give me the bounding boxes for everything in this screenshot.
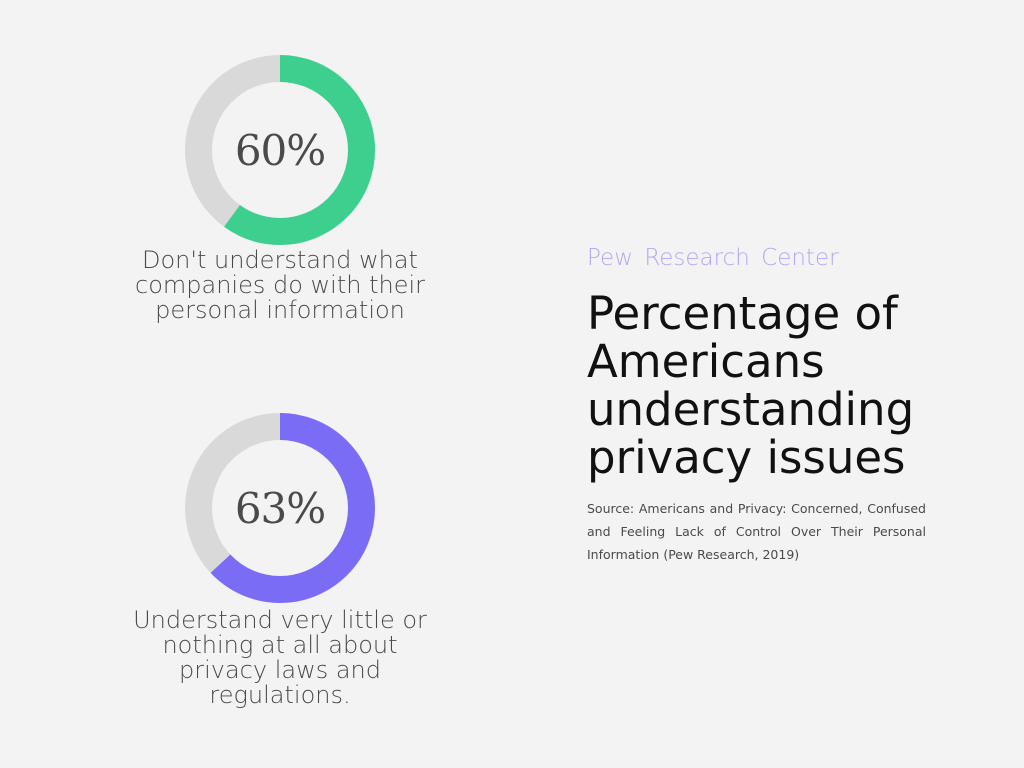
page-title: Percentage of Americans understanding pr… [587,287,915,484]
donut-caption: Understand very little or nothing at all… [133,606,427,709]
donut-chart-svg [185,413,375,603]
brand-line: Pew Research Center [587,245,839,271]
donut-chart-svg [185,55,375,245]
donut-caption: Don't understand what companies do with … [135,246,425,324]
donut-chart-privacy-laws: 63% [185,413,375,603]
donut-progress-arc [185,413,375,603]
donut-value-label: 63% [234,483,326,533]
source-note: Source: Americans and Privacy: Concerned… [587,501,926,562]
donut-chart-companies: 60% [185,55,375,245]
donut-progress-arc [185,55,375,245]
donut-value-label: 60% [234,125,326,175]
